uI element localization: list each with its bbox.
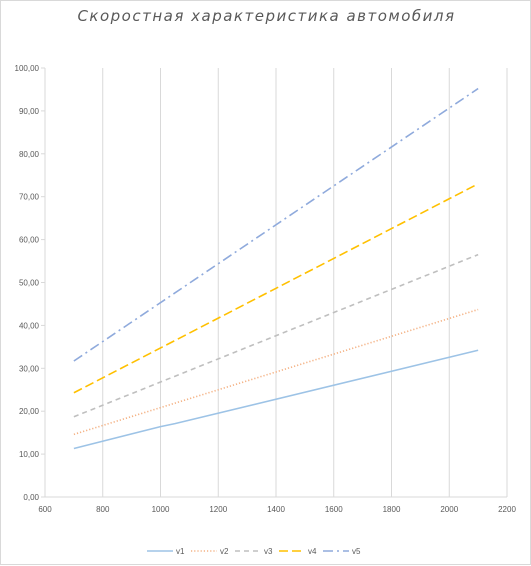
- series-line-v1: [73, 349, 479, 450]
- legend-label: v1: [176, 547, 185, 556]
- axes: [41, 67, 507, 498]
- x-tick-label: 800: [96, 505, 110, 514]
- x-tick-label: 1200: [209, 505, 227, 514]
- chart-title: Скоростная характеристика автомобиля: [77, 7, 456, 25]
- grid-lines: [44, 68, 508, 497]
- y-tick-label: 80,00: [19, 150, 40, 159]
- legend-label: v3: [264, 547, 273, 556]
- legend-item-v5: v5: [323, 547, 361, 556]
- y-axis-tick-labels: 0,00 10,00 20,00 30,00 40,00 50,00 60,00 70,00 8…: [15, 64, 40, 502]
- x-tick-label: 1800: [383, 505, 401, 514]
- legend-item-v2: v2: [191, 547, 229, 556]
- legend: v1 v2 v3 v4 v5: [147, 547, 361, 556]
- y-tick-label: 20,00: [19, 407, 40, 416]
- y-tick-label: 10,00: [19, 450, 40, 459]
- x-tick-label: 1600: [325, 505, 343, 514]
- y-tick-label: 40,00: [19, 321, 40, 330]
- legend-label: v4: [308, 547, 317, 556]
- legend-item-v3: v3: [235, 547, 273, 556]
- x-tick-label: 1400: [267, 505, 285, 514]
- legend-item-v1: v1: [147, 547, 185, 556]
- x-tick-label: 2200: [498, 505, 516, 514]
- x-tick-label: 2000: [440, 505, 458, 514]
- y-tick-label: 60,00: [19, 236, 40, 245]
- legend-label: v5: [352, 547, 361, 556]
- legend-item-v4: v4: [279, 547, 317, 556]
- legend-label: v2: [220, 547, 229, 556]
- y-tick-label: 90,00: [19, 107, 40, 116]
- series-line-v2: [73, 308, 479, 436]
- series-line-v4: [73, 183, 479, 394]
- y-tick-label: 30,00: [19, 364, 40, 373]
- y-tick-label: 0,00: [23, 493, 39, 502]
- x-tick-label: 1000: [152, 505, 170, 514]
- y-tick-label: 100,00: [15, 64, 40, 73]
- series-line-v3: [73, 253, 479, 418]
- series-lines: [73, 87, 479, 450]
- x-tick-label: 600: [38, 505, 52, 514]
- y-tick-label: 70,00: [19, 193, 40, 202]
- y-tick-label: 50,00: [19, 279, 40, 288]
- series-line-v5: [73, 87, 479, 362]
- x-axis-tick-labels: 600 800 1000 1200 1400 1600 1800 2000 2200: [38, 505, 516, 514]
